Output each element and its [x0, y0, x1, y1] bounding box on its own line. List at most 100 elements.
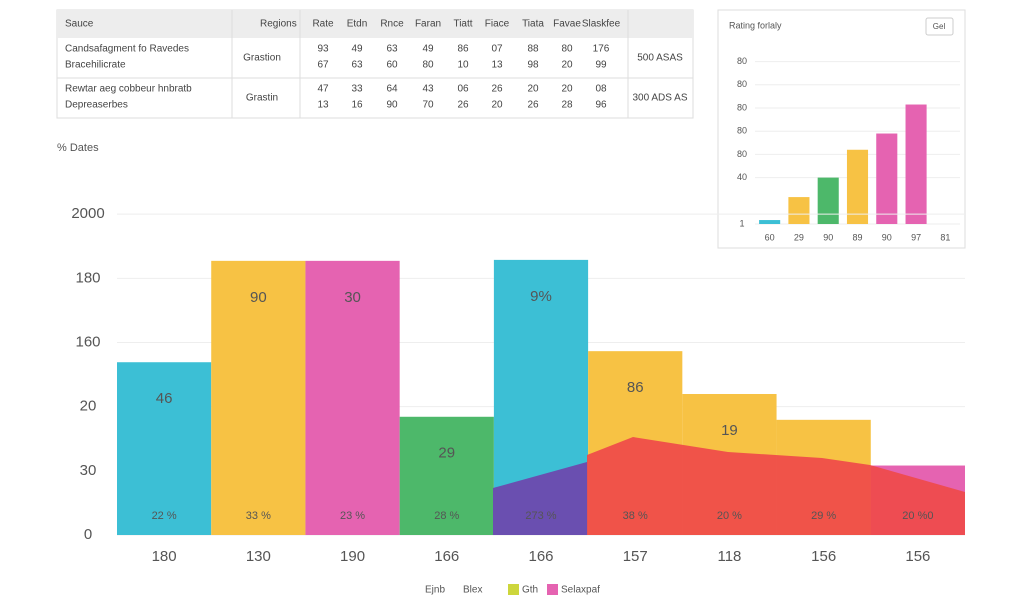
x-tick-label: 29: [794, 232, 804, 242]
row-status: 300 ADS AS: [632, 93, 687, 104]
x-tick-label: 60: [765, 232, 775, 242]
bar: [817, 177, 839, 224]
mini-chart-panel: 1 40 80 80 80 80 80 60 29 90 89 90 97 81 Rating forlal…: [717, 9, 966, 249]
panel-button[interactable]: [925, 17, 954, 36]
bar: [905, 104, 927, 224]
x-tick-label: 130: [246, 548, 271, 565]
bar-label: 90: [250, 289, 267, 306]
y-tick-label: 80: [737, 102, 747, 112]
table-cell: 16: [351, 100, 363, 111]
table-cell: 80: [422, 60, 434, 71]
chart-subtitle: % Dates: [57, 142, 99, 154]
x-tick-label: 156: [811, 548, 836, 565]
table-cell: 88: [527, 44, 539, 55]
y-tick-label: 20: [80, 398, 97, 415]
legend-label: Ejnb: [425, 585, 445, 596]
y-tick-label: 80: [737, 56, 747, 66]
table-header-cell: Tiatt: [453, 19, 472, 30]
bar-note: 38 %: [623, 510, 648, 522]
row-region: Grastion: [243, 53, 281, 64]
bar-label: 46: [156, 390, 173, 407]
table-cell: 96: [595, 100, 607, 111]
area-purple: [493, 462, 587, 535]
legend-label: Selaxpaf: [561, 585, 600, 596]
y-tick-label: 80: [737, 149, 747, 159]
bar-note: 33 %: [246, 510, 271, 522]
button-label: Gel: [933, 22, 946, 31]
table-cell: 07: [491, 44, 503, 55]
table-cell: 20: [561, 60, 573, 71]
table-header-bg: [57, 10, 693, 38]
bar-note: 20 %: [717, 510, 742, 522]
table-cell: 98: [527, 60, 539, 71]
table-cell: 26: [527, 100, 539, 111]
legend-label: Gth: [522, 585, 538, 596]
table-cell: 176: [593, 44, 610, 55]
legend-label: Blex: [463, 585, 482, 596]
y-tick-label: 30: [80, 462, 97, 479]
table-cell: 70: [422, 100, 434, 111]
legend-swatch: [508, 584, 519, 595]
table-cell: 08: [595, 84, 607, 95]
table-cell: 33: [351, 84, 363, 95]
bar-note: 28 %: [434, 510, 459, 522]
table-cell: 20: [491, 100, 503, 111]
table-cell: 47: [317, 84, 329, 95]
bar-label: 86: [627, 379, 644, 396]
table-header-cell: Faran: [415, 19, 441, 30]
bar: [788, 197, 810, 224]
table-cell: 64: [386, 84, 398, 95]
table-header-cell: Sauce: [65, 19, 94, 30]
x-tick-label: 90: [823, 232, 833, 242]
table-cell: 10: [457, 60, 469, 71]
row-name: Bracehilicrate: [65, 60, 126, 71]
table-cell: 99: [595, 60, 607, 71]
table-cell: 49: [422, 44, 434, 55]
x-tick-label: 166: [528, 548, 553, 565]
bar-note: 273 %: [525, 510, 556, 522]
row-name: Rewtar aeg cobbeur hnbratb: [65, 84, 192, 95]
table-header-cell: Regions: [260, 19, 297, 30]
bar-label: 30: [344, 289, 361, 306]
legend-swatch: [547, 584, 558, 595]
table-cell: 13: [317, 100, 329, 111]
table-cell: 63: [386, 44, 398, 55]
bar: [117, 362, 212, 535]
bar-note: 29 %: [811, 510, 836, 522]
x-tick-label: 90: [882, 232, 892, 242]
table-cell: 20: [527, 84, 539, 95]
table-header-cell: Rate: [312, 19, 334, 30]
table: Sauce Regions Rate Etdn Rnce Faran Tiatt Fiace T…: [56, 9, 694, 119]
y-tick-label: 160: [75, 333, 100, 350]
y-tick-label: 80: [737, 79, 747, 89]
y-tick-label: 2000: [71, 205, 104, 222]
table-cell: 26: [491, 84, 503, 95]
bar: [305, 260, 400, 535]
x-tick-label: 97: [911, 232, 921, 242]
table-cell: 80: [561, 44, 573, 55]
table-header-cell: Tiata: [522, 19, 544, 30]
chart-title: Rating forlaly: [729, 20, 782, 30]
x-tick-label: 81: [940, 232, 950, 242]
table-cell: 20: [561, 84, 573, 95]
bar-note: 23 %: [340, 510, 365, 522]
row-region: Grastin: [246, 93, 278, 104]
bar: [399, 416, 494, 535]
bar: [759, 220, 781, 224]
x-tick-label: 118: [717, 548, 741, 565]
table-cell: 06: [457, 84, 469, 95]
row-name: Depreaserbes: [65, 100, 128, 111]
table-header-cell: Etdn: [347, 19, 368, 30]
row-status: 500 ASAS: [637, 53, 683, 64]
y-tick-label: 180: [75, 269, 100, 286]
table-cell: 67: [317, 60, 329, 71]
table-cell: 63: [351, 60, 363, 71]
bar-label: 19: [721, 422, 738, 439]
area-red: [587, 437, 965, 535]
table-cell: 43: [422, 84, 434, 95]
table-header-cell: Favae: [553, 19, 581, 30]
overlay-area: [493, 437, 965, 535]
table-cell: 93: [317, 44, 329, 55]
bar: [876, 133, 898, 224]
